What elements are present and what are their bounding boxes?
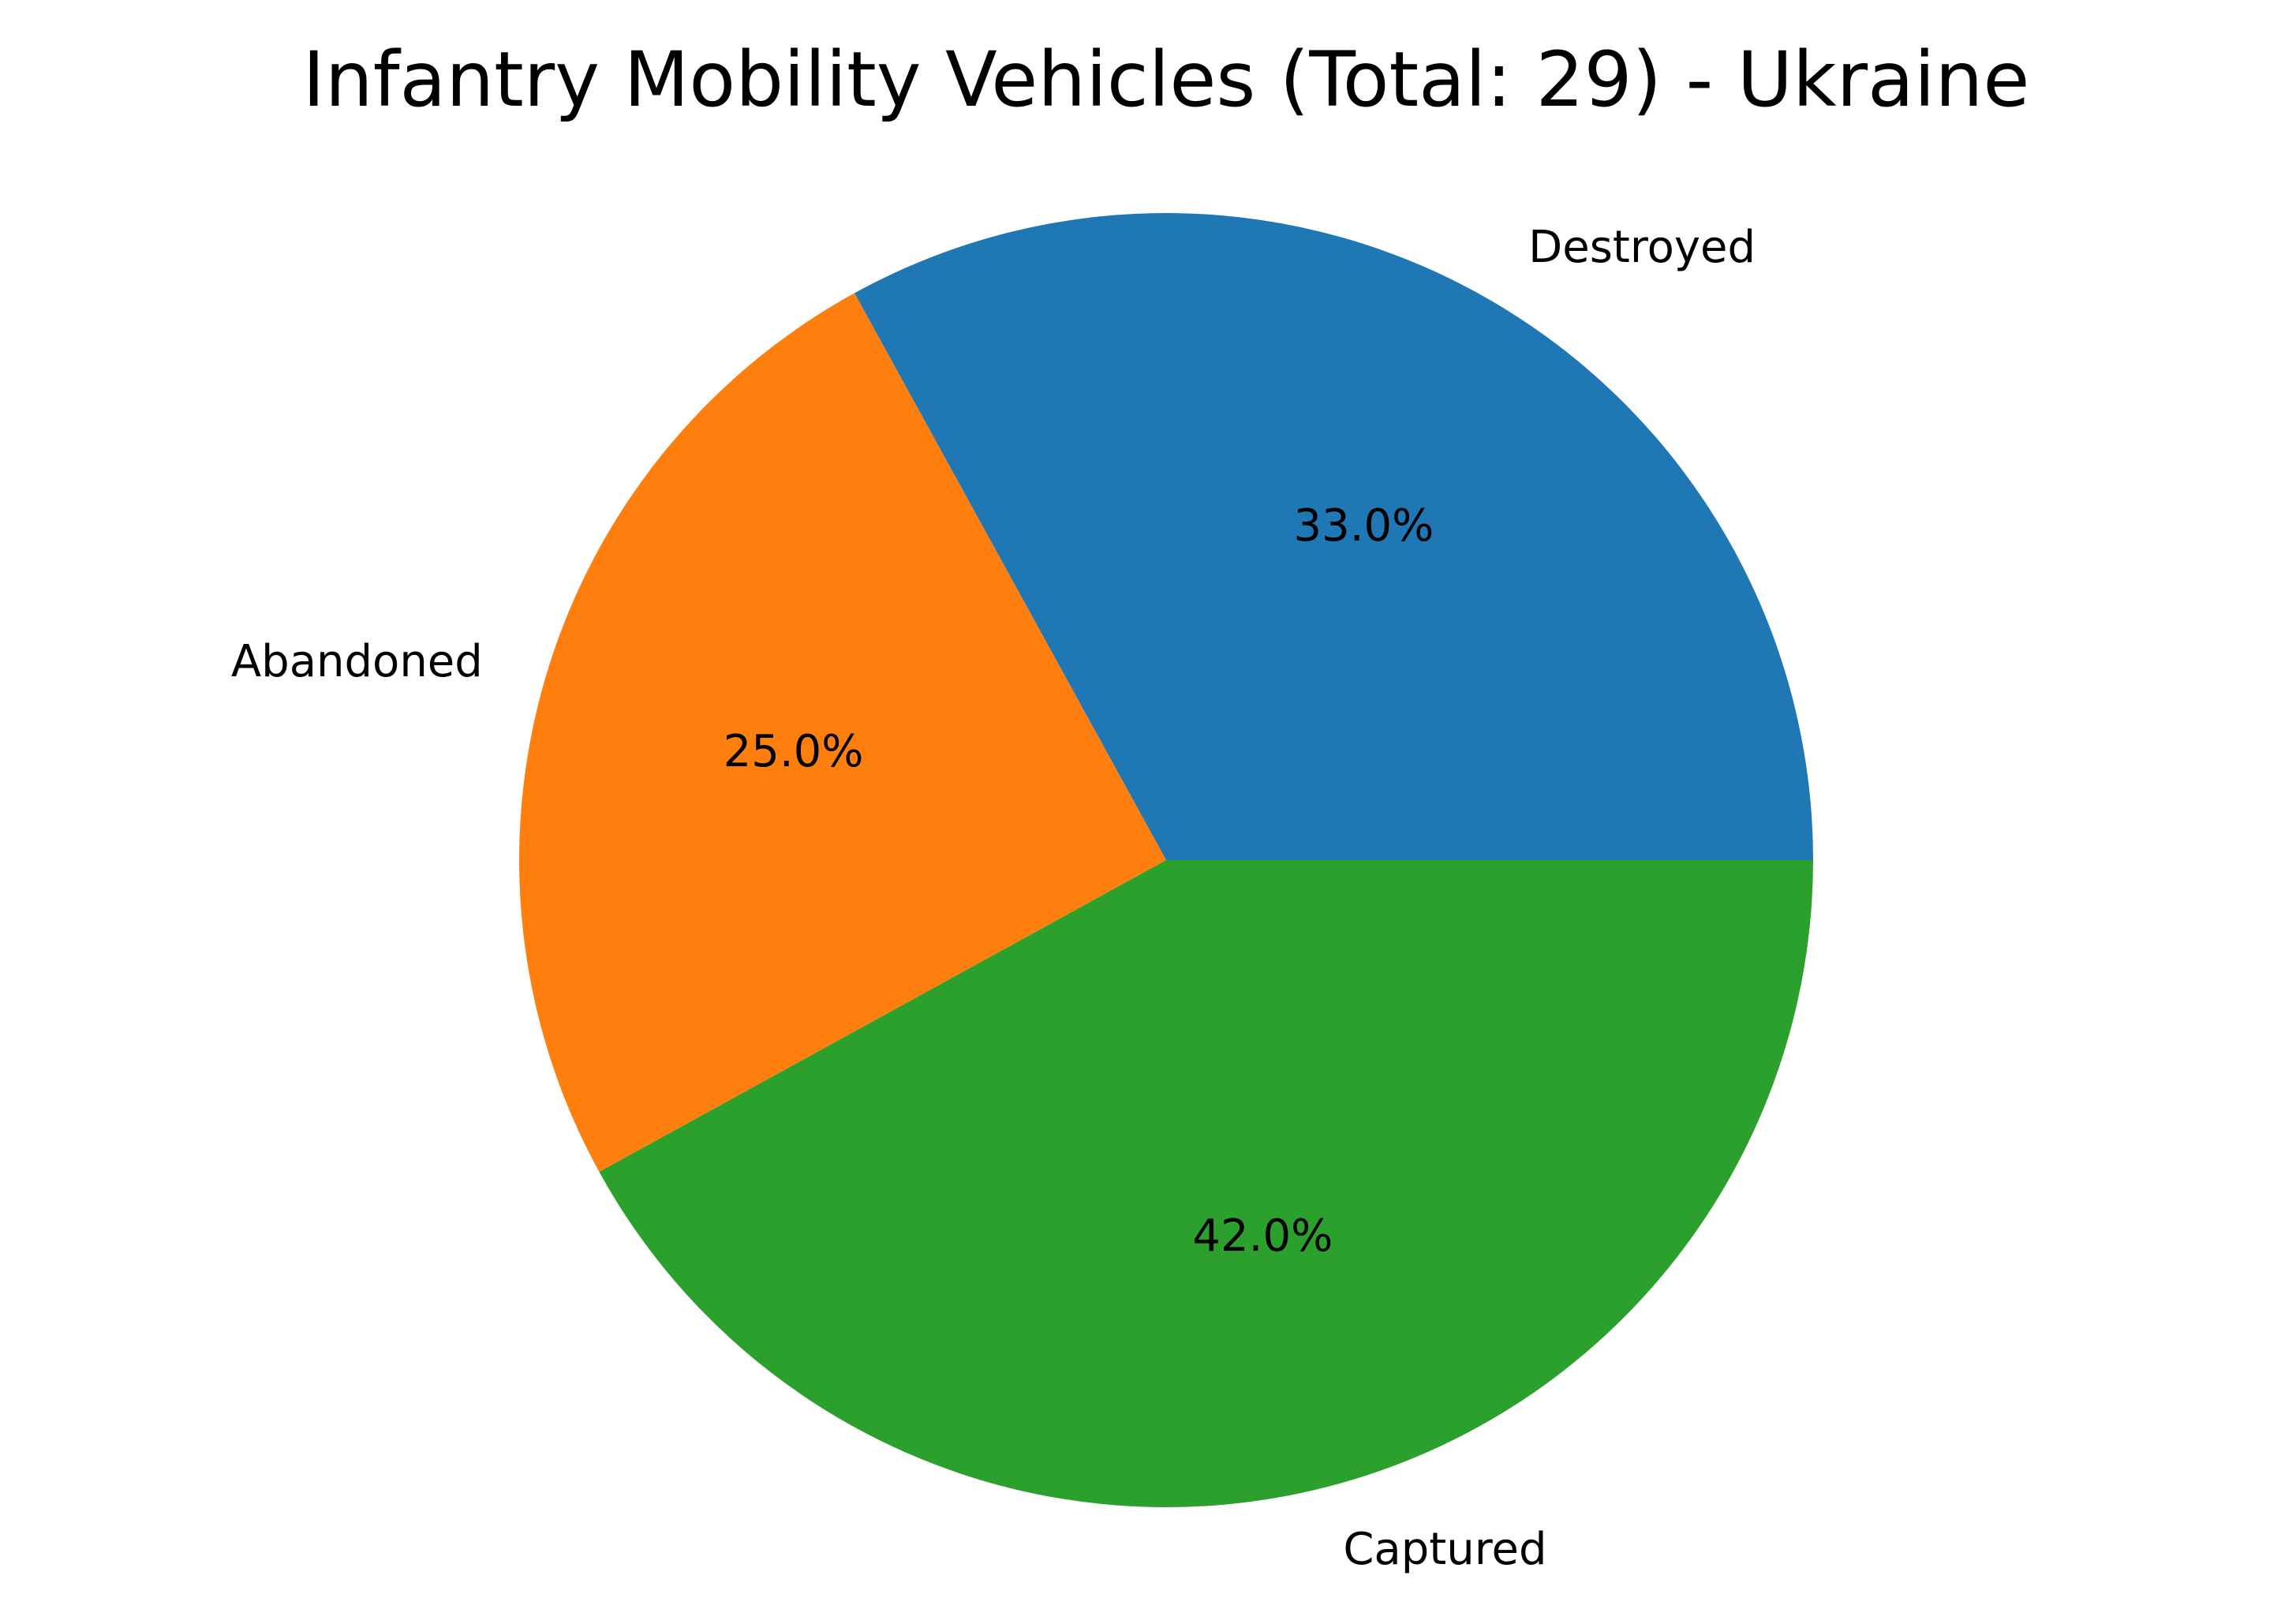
slice-percent-destroyed: 33.0%	[1293, 500, 1434, 552]
slice-percent-captured: 42.0%	[1192, 1211, 1333, 1262]
pie-slice-abandoned	[519, 293, 1166, 1173]
slice-label-abandoned: Abandoned	[231, 636, 483, 687]
slice-label-destroyed: Destroyed	[1528, 222, 1756, 273]
pie-slice-destroyed	[854, 212, 1813, 861]
chart-title: Infantry Mobility Vehicles (Total: 29) -…	[303, 36, 2030, 124]
slice-label-captured: Captured	[1343, 1524, 1546, 1575]
pie-slice-captured	[599, 860, 1814, 1507]
pie-slices	[519, 212, 1814, 1507]
slice-percent-abandoned: 25.0%	[724, 726, 864, 777]
pie-labels: Destroyed 33.0% Abandoned 25.0% Captured 42.0…	[231, 222, 1756, 1575]
